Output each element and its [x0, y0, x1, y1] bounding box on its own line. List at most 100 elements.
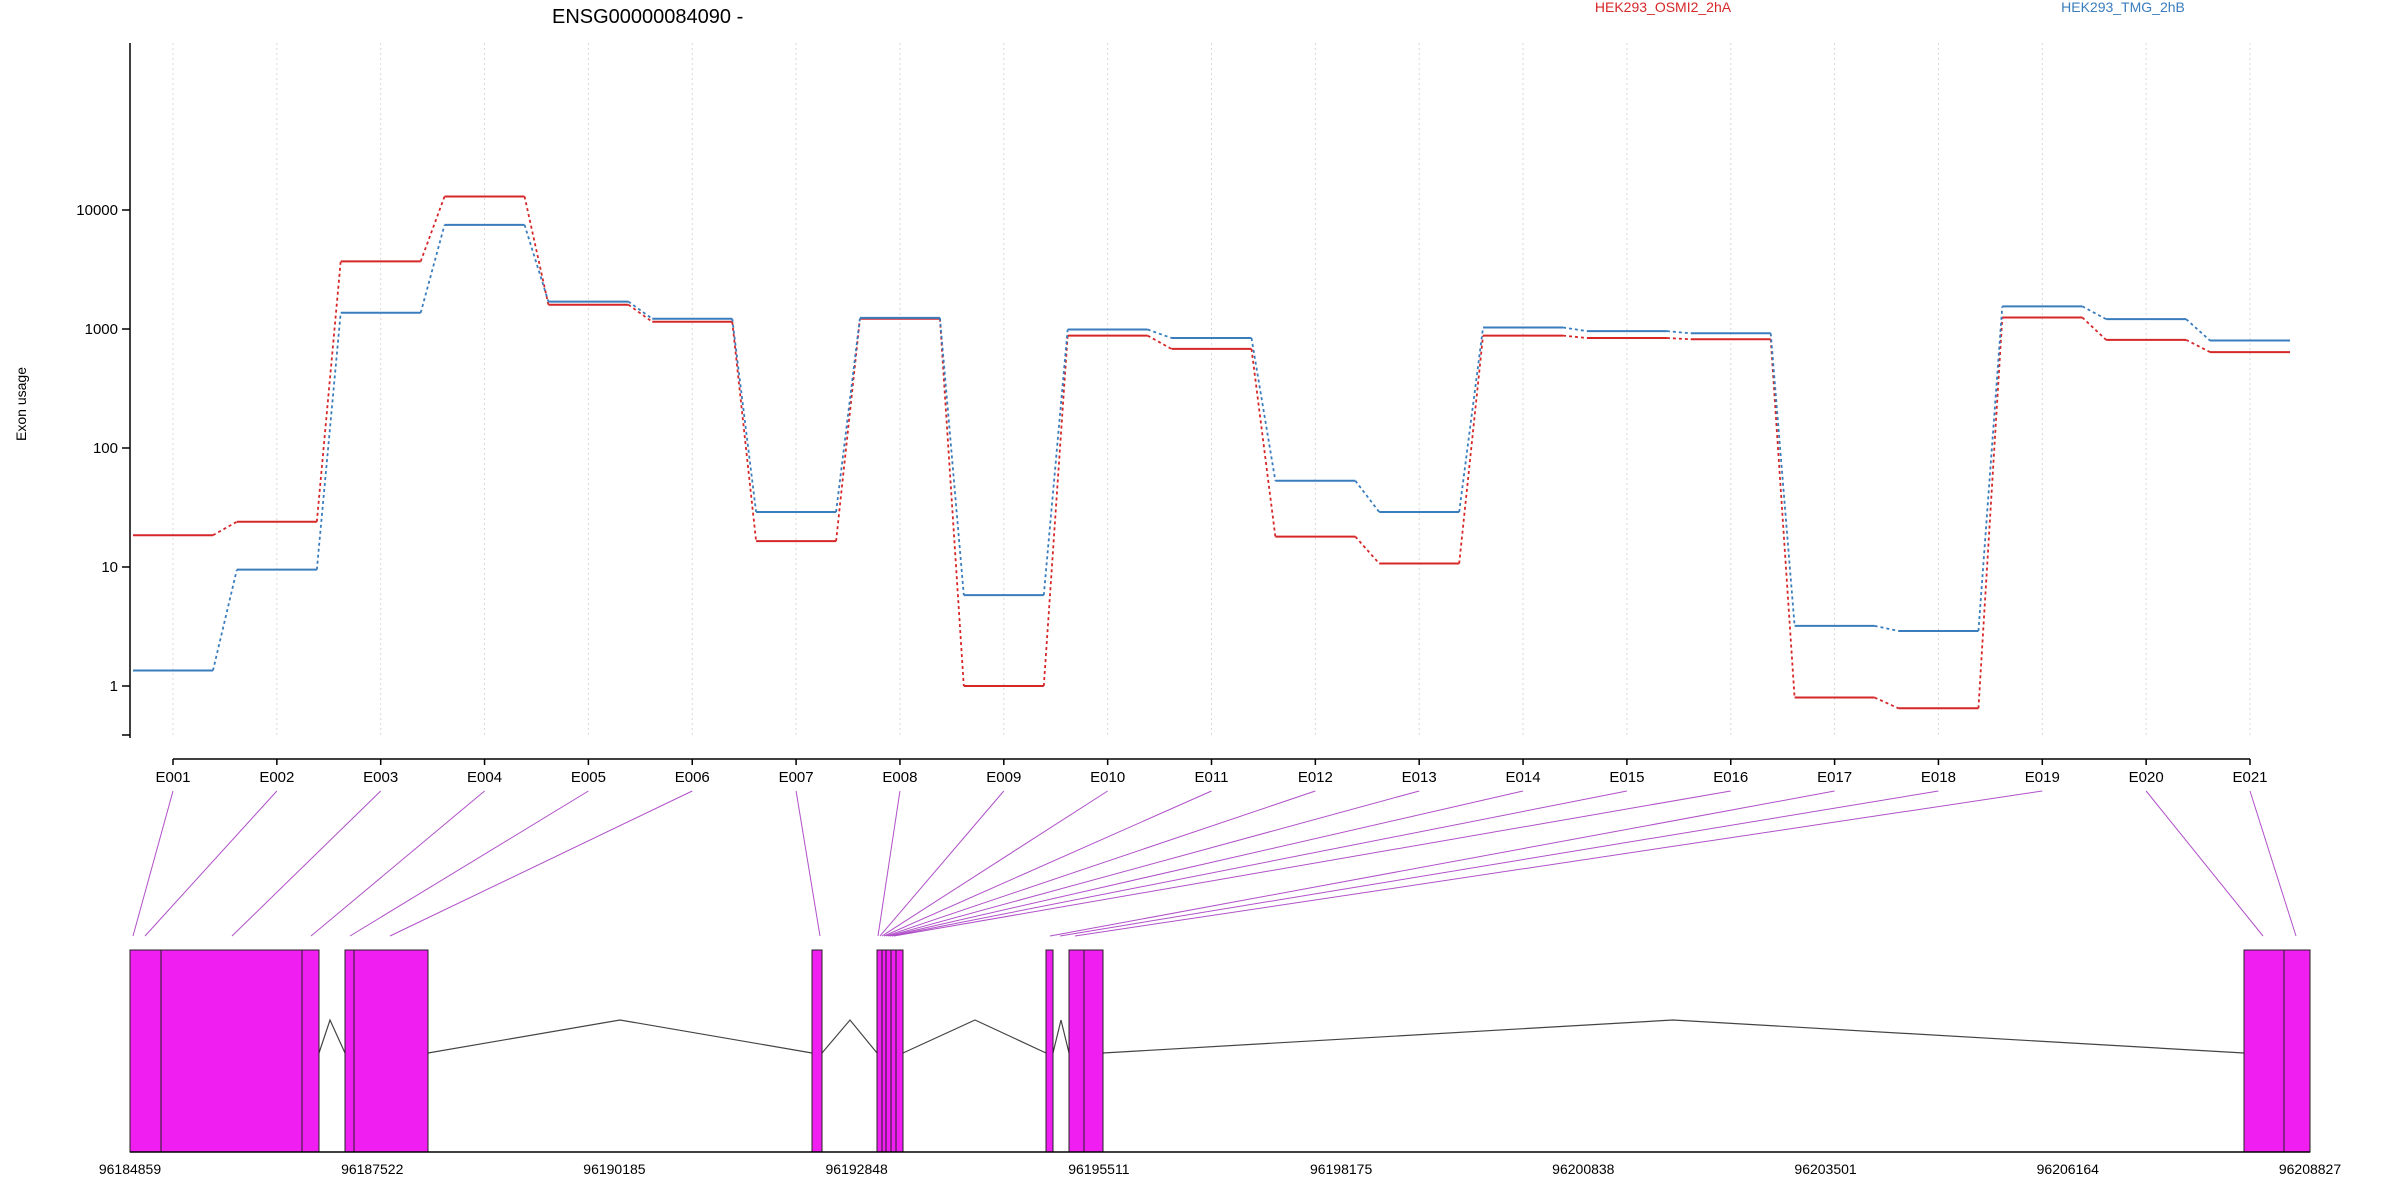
genome-tick-label: 96208827 [2279, 1161, 2342, 1177]
data-connector [1562, 334, 1587, 339]
data-connector [212, 520, 238, 536]
intron-line [1052, 1019, 1070, 1054]
genome-tick-label: 96190185 [583, 1161, 646, 1177]
data-connector [1042, 335, 1069, 687]
exon-connector [891, 790, 1627, 937]
exon-connector [389, 790, 693, 937]
y-tick-label: 1000 [85, 321, 118, 338]
data-connector [939, 318, 965, 687]
data-connector [835, 318, 861, 542]
data-connector [2185, 339, 2211, 353]
x-tick-label: E005 [571, 769, 606, 786]
intron-line [427, 1019, 813, 1054]
y-tick-label: 100 [93, 440, 118, 457]
intron-line [902, 1019, 1047, 1054]
data-connector [1666, 337, 1691, 341]
x-tick-label: E010 [1090, 769, 1125, 786]
exon-connector [893, 790, 1731, 937]
data-connector [1977, 317, 2004, 709]
x-tick-label: E004 [467, 769, 502, 786]
exon-block [344, 949, 429, 1153]
exon-connector [881, 790, 1108, 937]
intron-line [1102, 1019, 2245, 1054]
x-tick-label: E016 [1713, 769, 1748, 786]
series-line-2 [133, 223, 2290, 672]
exon-connector [349, 790, 589, 937]
data-connector [1250, 337, 1277, 481]
data-connector [1250, 348, 1277, 537]
data-connector [419, 224, 446, 313]
exon-connector [1059, 790, 1939, 937]
data-connector [1769, 339, 1796, 698]
data-connector [1666, 330, 1691, 335]
legend-label-series-1: HEK293_OSMI2_2hA [1595, 0, 1732, 15]
data-connector [212, 569, 238, 671]
series-lines [133, 195, 2290, 710]
genome-tick-label: 96187522 [341, 1161, 404, 1177]
genome-tick-label: 96184859 [99, 1161, 162, 1177]
y-axis-label: Exon usage [13, 367, 29, 441]
y-tick-label: 10 [101, 559, 118, 576]
data-connector [731, 321, 757, 542]
data-connector [2081, 305, 2107, 320]
data-connector [1458, 327, 1484, 513]
data-connector [731, 318, 757, 513]
exon-connector [887, 790, 1420, 937]
exon-connector [310, 790, 485, 937]
exon-connectors [132, 790, 2297, 937]
grid-lines [172, 43, 2251, 738]
data-connector [315, 312, 342, 570]
exon-connector [877, 790, 901, 937]
data-connector [1769, 333, 1796, 626]
data-connector [1147, 334, 1172, 350]
x-tick-label: E021 [2232, 769, 2267, 786]
data-connector [1977, 306, 2004, 632]
data-connector [1354, 480, 1380, 513]
genome-tick-label: 96195511 [1068, 1161, 1129, 1177]
exon-connector [144, 790, 278, 937]
intron-line [821, 1019, 878, 1054]
data-connector [1874, 625, 1899, 632]
data-connector [2081, 316, 2107, 341]
y-tick-label: 1 [110, 678, 118, 695]
x-tick-label: E003 [363, 769, 398, 786]
data-connector [523, 224, 550, 302]
genome-tick-label: 96200838 [1552, 1161, 1615, 1177]
axes: 1 10 100 1000 10000 E001 E002 E003 E004 E005 E006 E… [76, 43, 2268, 786]
exon-connector [883, 790, 1212, 937]
x-tick-label: E013 [1402, 769, 1437, 786]
data-connector [1147, 328, 1172, 339]
gene-model: 96184859 96187522 96190185 96192848 96195511… [99, 949, 2342, 1177]
x-tick-label: E017 [1817, 769, 1852, 786]
genome-tick-label: 96192848 [826, 1161, 889, 1177]
data-connector [419, 196, 446, 262]
x-tick-label: E014 [1506, 769, 1541, 786]
exon-connector [231, 790, 382, 937]
exon-block [129, 949, 320, 1153]
data-connector [939, 317, 965, 596]
y-tick-label: 10000 [76, 202, 118, 219]
data-connector [1874, 696, 1899, 710]
exon-connector [2249, 790, 2297, 937]
exon-connector [132, 790, 174, 937]
x-tick-label: E018 [1921, 769, 1956, 786]
data-connector [1458, 335, 1484, 564]
data-connector [627, 300, 653, 320]
exon-block [2243, 949, 2311, 1153]
data-connector [523, 196, 550, 305]
exon-connector [2145, 790, 2264, 937]
genome-tick-label: 96198175 [1310, 1161, 1373, 1177]
exon-connector [889, 790, 1524, 937]
data-connector [2185, 318, 2211, 342]
data-connector [1562, 326, 1588, 332]
genome-tick-label: 96203501 [1794, 1161, 1857, 1177]
data-connector [1042, 329, 1069, 596]
exon-connector [879, 790, 1005, 937]
x-tick-label: E007 [779, 769, 814, 786]
exon-connector [795, 790, 821, 937]
data-connector [1354, 536, 1380, 565]
exon-block [811, 949, 823, 1153]
exon-block [876, 949, 904, 1153]
x-tick-label: E002 [259, 769, 294, 786]
